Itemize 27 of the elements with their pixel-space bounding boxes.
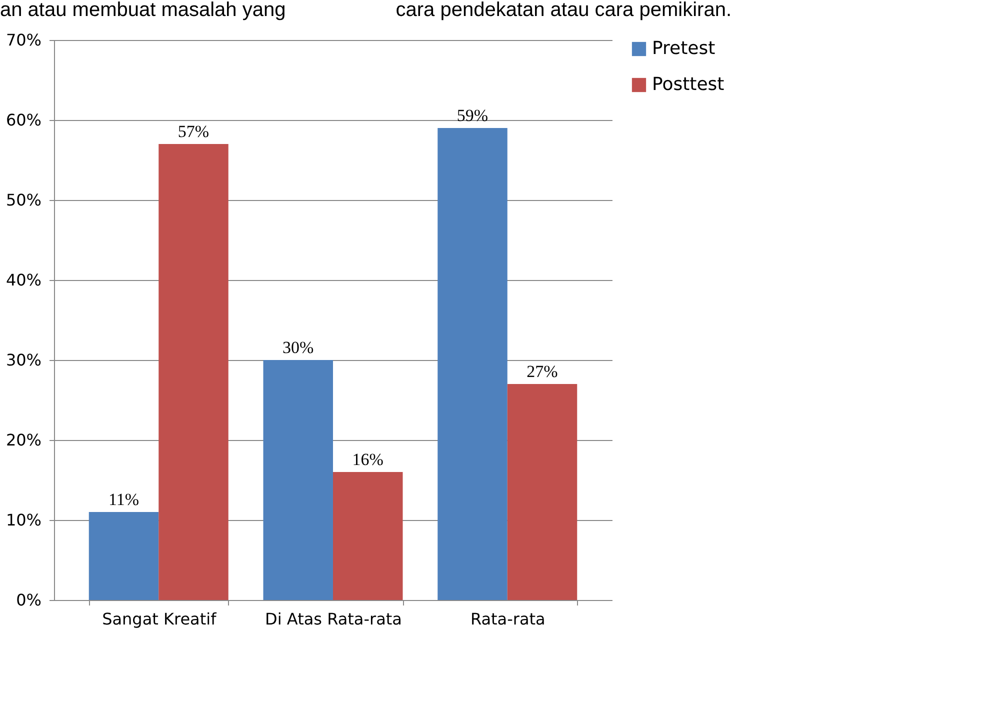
x-tick-label: Di Atas Rata-rata: [265, 610, 402, 628]
y-tick-label: 60%: [6, 110, 42, 130]
x-tick-label: Rata-rata: [470, 610, 546, 628]
y-tick-label: 70%: [6, 30, 42, 50]
bar: [263, 360, 333, 600]
y-tick-label: 30%: [6, 350, 42, 370]
y-tick-label: 20%: [6, 430, 42, 450]
legend-label: Pretest: [652, 38, 716, 59]
bar: [88, 512, 159, 600]
bar: [438, 128, 508, 600]
legend-label: Posttest: [652, 74, 724, 95]
bar: [333, 472, 403, 600]
data-label: 16%: [352, 450, 384, 469]
y-tick-label: 50%: [6, 190, 42, 210]
data-label: 27%: [526, 362, 558, 381]
data-label: 11%: [108, 490, 140, 509]
y-tick-label: 10%: [6, 510, 42, 530]
bar: [158, 144, 228, 600]
data-label: 59%: [456, 106, 488, 125]
y-tick-label: 0%: [16, 590, 42, 610]
text: cara pendekatan atau cara pemikiran.: [396, 0, 732, 22]
text: an atau membuat masalah yang: [0, 0, 286, 22]
y-tick-label: 40%: [6, 270, 42, 290]
bar: [507, 384, 578, 600]
data-label: 30%: [282, 338, 314, 357]
x-tick-label: Sangat Kreatif: [102, 610, 217, 628]
data-label: 57%: [178, 122, 210, 141]
